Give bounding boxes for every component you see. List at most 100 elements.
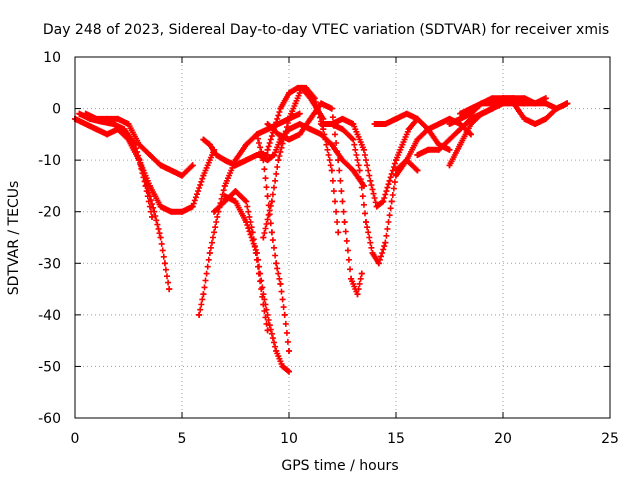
data-point	[403, 110, 410, 117]
data-point	[110, 121, 117, 128]
data-point	[318, 100, 325, 107]
data-point	[264, 327, 271, 334]
data-point	[542, 100, 549, 107]
data-point	[268, 198, 275, 205]
data-point	[264, 151, 271, 158]
data-point	[393, 157, 399, 164]
data-point	[457, 126, 464, 133]
data-point	[76, 110, 83, 117]
data-point	[386, 177, 393, 184]
y-axis-label: SDTVAR / TECUs	[6, 181, 22, 296]
data-point	[206, 141, 213, 148]
y-tick-label: -30	[38, 256, 61, 272]
data-point	[286, 368, 292, 375]
data-point	[532, 100, 539, 107]
y-tick-label: 0	[52, 102, 61, 118]
data-point	[136, 141, 143, 148]
data-point	[221, 193, 228, 200]
x-axis-label: GPS time / hours	[281, 458, 398, 474]
data-point	[446, 121, 453, 128]
data-point	[253, 249, 260, 256]
data-point	[354, 291, 361, 298]
data-point	[273, 260, 280, 267]
data-point	[373, 203, 380, 210]
data-point	[425, 146, 432, 153]
data-point	[399, 141, 406, 148]
data-point	[266, 322, 273, 329]
data-point	[221, 198, 228, 205]
data-point	[296, 121, 303, 128]
plot-frame	[74, 56, 611, 419]
data-point	[435, 146, 442, 153]
x-tick-label: 5	[178, 431, 187, 447]
data-point	[82, 121, 89, 128]
data-point	[414, 115, 421, 122]
data-point	[93, 126, 100, 133]
data-point	[521, 115, 528, 122]
x-tick-label: 0	[71, 431, 80, 447]
data-point	[168, 208, 175, 215]
y-tick-label: -40	[38, 308, 61, 324]
data-point	[296, 131, 303, 138]
data-point	[393, 167, 399, 174]
data-point	[232, 157, 239, 164]
data-point	[542, 115, 549, 122]
data-point	[339, 115, 346, 122]
data-point	[179, 172, 185, 179]
data-point	[200, 172, 207, 179]
data-point	[425, 126, 432, 133]
data-point	[125, 121, 132, 128]
data-point	[275, 157, 282, 164]
data-point	[200, 136, 207, 143]
data-point	[256, 151, 263, 158]
data-point	[348, 275, 355, 282]
data-point	[213, 151, 220, 158]
y-tick-label: -20	[38, 205, 61, 221]
data-point	[446, 136, 453, 143]
data-point	[350, 167, 357, 174]
data-point	[125, 136, 132, 143]
data-point	[467, 131, 474, 138]
data-points	[72, 84, 571, 375]
data-point	[457, 141, 464, 148]
data-point	[93, 115, 100, 122]
data-point	[264, 193, 271, 200]
data-point	[311, 95, 318, 102]
data-point	[532, 121, 539, 128]
data-point	[206, 249, 213, 256]
data-point	[414, 151, 421, 158]
data-point	[489, 105, 496, 112]
y-tick-label: -60	[38, 411, 61, 427]
data-point	[275, 131, 282, 138]
data-point	[264, 157, 271, 164]
data-point	[457, 121, 464, 128]
data-point	[435, 141, 442, 148]
data-point	[277, 280, 284, 287]
series-track-8	[221, 193, 292, 375]
series-track-11	[256, 121, 367, 189]
data-point	[393, 172, 399, 179]
data-point	[189, 203, 196, 210]
data-point	[393, 115, 399, 122]
data-point	[446, 162, 453, 169]
data-point	[521, 95, 528, 102]
data-point	[510, 95, 517, 102]
data-point	[292, 100, 299, 107]
data-point	[200, 291, 207, 298]
data-point	[521, 100, 528, 107]
data-point	[489, 100, 496, 107]
data-point	[360, 146, 367, 153]
data-point	[146, 182, 153, 189]
data-point	[264, 126, 271, 133]
data-point	[403, 157, 410, 164]
data-point	[104, 115, 111, 122]
data-point	[553, 105, 560, 112]
x-tick-label: 10	[280, 431, 298, 447]
data-point	[356, 167, 363, 174]
data-point	[478, 110, 485, 117]
data-point	[179, 208, 185, 215]
data-point	[279, 363, 286, 370]
data-point	[307, 115, 314, 122]
data-point	[339, 126, 346, 133]
